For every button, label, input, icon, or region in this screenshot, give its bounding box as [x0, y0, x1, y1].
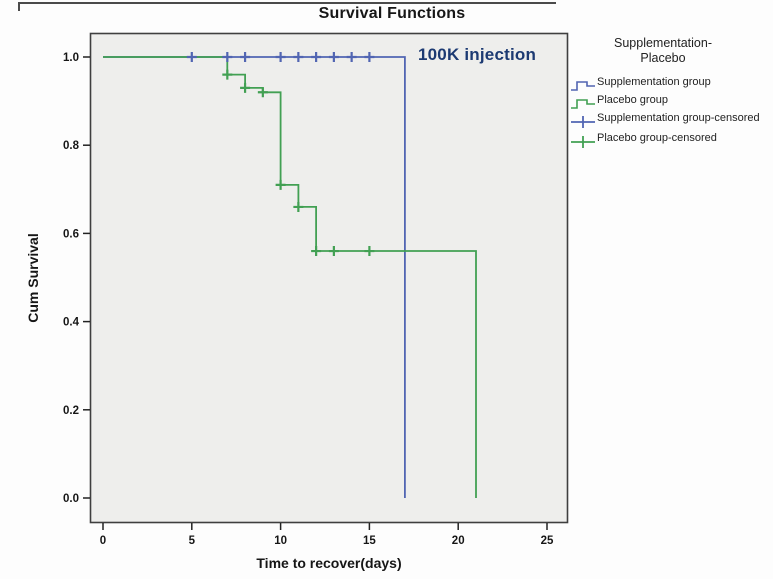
- frame-artifact-line: [18, 2, 556, 4]
- legend-item-label: Placebo group: [597, 93, 668, 106]
- svg-text:0.0: 0.0: [63, 493, 79, 505]
- legend-item-placebo-censored: Placebo group-censored: [570, 132, 770, 151]
- legend-title-line2: Placebo: [640, 50, 686, 65]
- svg-text:0: 0: [100, 535, 106, 547]
- step-line-icon: [571, 80, 595, 91]
- svg-text:10: 10: [274, 535, 287, 547]
- legend-title-line1: Supplementation-: [614, 36, 712, 50]
- svg-text:15: 15: [363, 535, 376, 547]
- svg-text:5: 5: [189, 535, 196, 547]
- svg-text:0.6: 0.6: [63, 228, 79, 240]
- legend-item-label: Placebo group-censored: [597, 131, 717, 144]
- legend-item-supplementation-group: Supplementation group: [570, 76, 770, 93]
- legend-item-label: Supplementation group-censored: [597, 111, 760, 124]
- legend-item-placebo-group: Placebo group: [570, 94, 770, 111]
- legend-title: Supplementation- Placebo: [570, 36, 756, 66]
- svg-text:1.0: 1.0: [63, 52, 79, 64]
- legend: Supplementation- Placebo Supplementation…: [570, 36, 770, 152]
- chart-title: Survival Functions: [318, 5, 466, 22]
- x-axis-title: Time to recover(days): [256, 555, 402, 571]
- censored-plus-icon: [571, 135, 595, 148]
- y-axis-title: Cum Survival: [25, 233, 41, 323]
- svg-text:0.4: 0.4: [63, 317, 80, 329]
- step-line-icon: [571, 98, 595, 109]
- svg-text:0.2: 0.2: [63, 405, 79, 417]
- svg-text:20: 20: [452, 535, 465, 547]
- group-annotation: 100K injection: [418, 45, 537, 64]
- legend-item-supplementation-censored: Supplementation group-censored: [570, 112, 770, 131]
- legend-item-label: Supplementation group: [597, 75, 711, 88]
- svg-text:25: 25: [541, 535, 554, 547]
- censored-plus-icon: [571, 115, 595, 128]
- frame-artifact-stub: [18, 2, 20, 11]
- svg-text:0.8: 0.8: [63, 140, 80, 152]
